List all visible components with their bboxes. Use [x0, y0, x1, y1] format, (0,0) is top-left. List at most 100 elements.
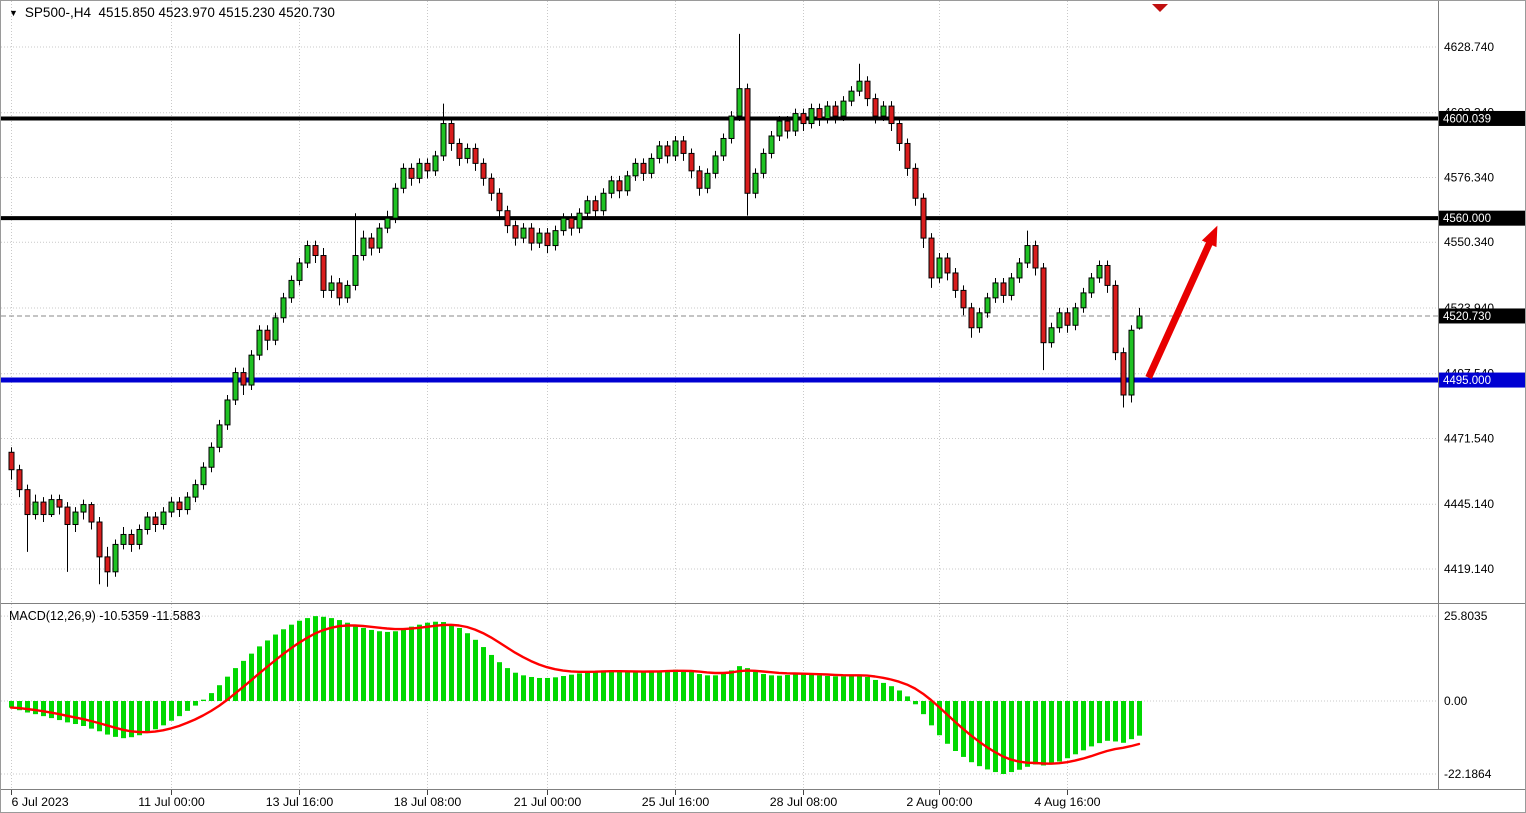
bull-candle-body — [272, 317, 279, 341]
symbol-ohlc-header: ▼ SP500-,H4 4515.850 4523.970 4515.230 4… — [9, 5, 335, 20]
bull-candle-body — [520, 227, 527, 239]
bull-candle-body — [248, 354, 255, 386]
macd-histogram-bar — [369, 629, 374, 701]
macd-histogram-bar — [169, 701, 174, 721]
macd-histogram-bar — [1137, 701, 1142, 736]
macd-histogram-bar — [121, 701, 126, 739]
macd-histogram-bar — [33, 701, 38, 715]
macd-histogram-bar — [57, 701, 62, 721]
macd-histogram-bar — [41, 701, 46, 717]
macd-histogram-bar — [129, 701, 134, 738]
macd-histogram-bar — [1017, 701, 1022, 770]
price-axis-label: 4550.340 — [1444, 235, 1494, 249]
bull-candle-body — [376, 227, 383, 249]
bull-candle-body — [760, 152, 767, 174]
macd-layer — [9, 616, 1142, 774]
macd-histogram-bar — [1001, 701, 1006, 774]
macd-histogram-bar — [601, 670, 606, 701]
bull-candle-body — [1096, 264, 1103, 279]
bear-candle-body — [784, 120, 791, 132]
price-axis-label: 4628.740 — [1444, 40, 1494, 54]
macd-histogram-bar — [809, 674, 814, 701]
bull-candle-body — [536, 232, 543, 244]
bull-candle-body — [840, 100, 847, 117]
bull-candle-body — [880, 105, 887, 117]
macd-histogram-bar — [673, 669, 678, 701]
macd-histogram-bar — [857, 675, 862, 701]
bear-candle-body — [960, 289, 967, 309]
macd-histogram-bar — [97, 701, 102, 732]
macd-histogram-bar — [753, 671, 758, 701]
chart-shift-marker-icon[interactable] — [1152, 4, 1168, 12]
bull-candle-body — [392, 187, 399, 219]
macd-histogram-bar — [561, 675, 566, 701]
bear-candle-body — [1064, 312, 1071, 326]
macd-histogram-bar — [817, 675, 822, 701]
macd-histogram-bar — [177, 701, 182, 717]
bull-candle-body — [32, 501, 39, 516]
bear-candle-body — [488, 177, 495, 194]
symbol-dropdown-icon[interactable]: ▼ — [9, 7, 18, 18]
bull-candle-body — [1088, 277, 1095, 294]
bull-candle-body — [936, 257, 943, 279]
macd-histogram-bar — [1105, 701, 1110, 741]
bear-candle-body — [16, 469, 23, 491]
macd-axis-label: 25.8035 — [1444, 609, 1488, 623]
bull-candle-body — [712, 155, 719, 174]
macd-histogram-bar — [433, 621, 438, 701]
macd-histogram-bar — [1041, 701, 1046, 766]
bull-candle-body — [432, 155, 439, 172]
macd-histogram-bar — [657, 670, 662, 701]
macd-histogram-bar — [337, 620, 342, 701]
macd-histogram-bar — [993, 701, 998, 773]
macd-histogram-bar — [1025, 701, 1030, 767]
time-axis-label: 25 Jul 16:00 — [642, 795, 710, 809]
macd-histogram-bar — [785, 675, 790, 701]
macd-histogram-bar — [193, 701, 198, 706]
macd-histogram-bar — [1057, 701, 1062, 762]
bear-candle-body — [504, 210, 511, 227]
macd-histogram-bar — [977, 701, 982, 767]
macd-histogram-bar — [489, 654, 494, 701]
macd-histogram-bar — [505, 668, 510, 701]
macd-histogram-bar — [1129, 701, 1134, 740]
bull-candle-body — [656, 145, 663, 159]
bear-candle-body — [1112, 284, 1119, 354]
bull-candle-body — [328, 282, 335, 291]
bull-candle-body — [168, 501, 175, 513]
macd-histogram-bar — [825, 675, 830, 701]
bear-candle-body — [152, 516, 159, 526]
macd-histogram-bar — [945, 701, 950, 744]
macd-histogram-bar — [649, 671, 654, 701]
macd-histogram-bar — [1081, 701, 1086, 751]
bull-candle-body — [600, 192, 607, 212]
bear-candle-body — [368, 237, 375, 249]
bull-candle-body — [1128, 329, 1135, 396]
bear-candle-body — [8, 451, 15, 471]
macd-histogram-bar — [481, 647, 486, 701]
bear-candle-body — [800, 113, 807, 125]
macd-histogram-bar — [409, 626, 414, 701]
macd-histogram-bar — [905, 696, 910, 701]
macd-histogram-bar — [513, 672, 518, 701]
bear-candle-body — [1104, 264, 1111, 286]
bear-candle-body — [1120, 352, 1127, 396]
bear-candle-body — [888, 105, 895, 125]
bull-candle-body — [632, 162, 639, 177]
separators-layer — [1, 1, 1525, 790]
trend-arrow-shaft[interactable] — [1145, 238, 1214, 380]
macd-histogram-bar — [25, 701, 30, 713]
macd-histogram-bar — [1121, 701, 1126, 743]
macd-histogram-bar — [729, 670, 734, 701]
macd-histogram-bar — [553, 677, 558, 701]
macd-histogram-bar — [417, 624, 422, 701]
macd-histogram-bar — [497, 662, 502, 701]
candles-layer — [8, 33, 1143, 587]
macd-histogram-bar — [937, 701, 942, 736]
trend-arrow-head[interactable] — [1201, 225, 1218, 248]
bear-candle-body — [512, 225, 519, 239]
macd-histogram-bar — [633, 672, 638, 701]
macd-histogram-bar — [265, 640, 270, 701]
macd-histogram-bar — [281, 629, 286, 701]
